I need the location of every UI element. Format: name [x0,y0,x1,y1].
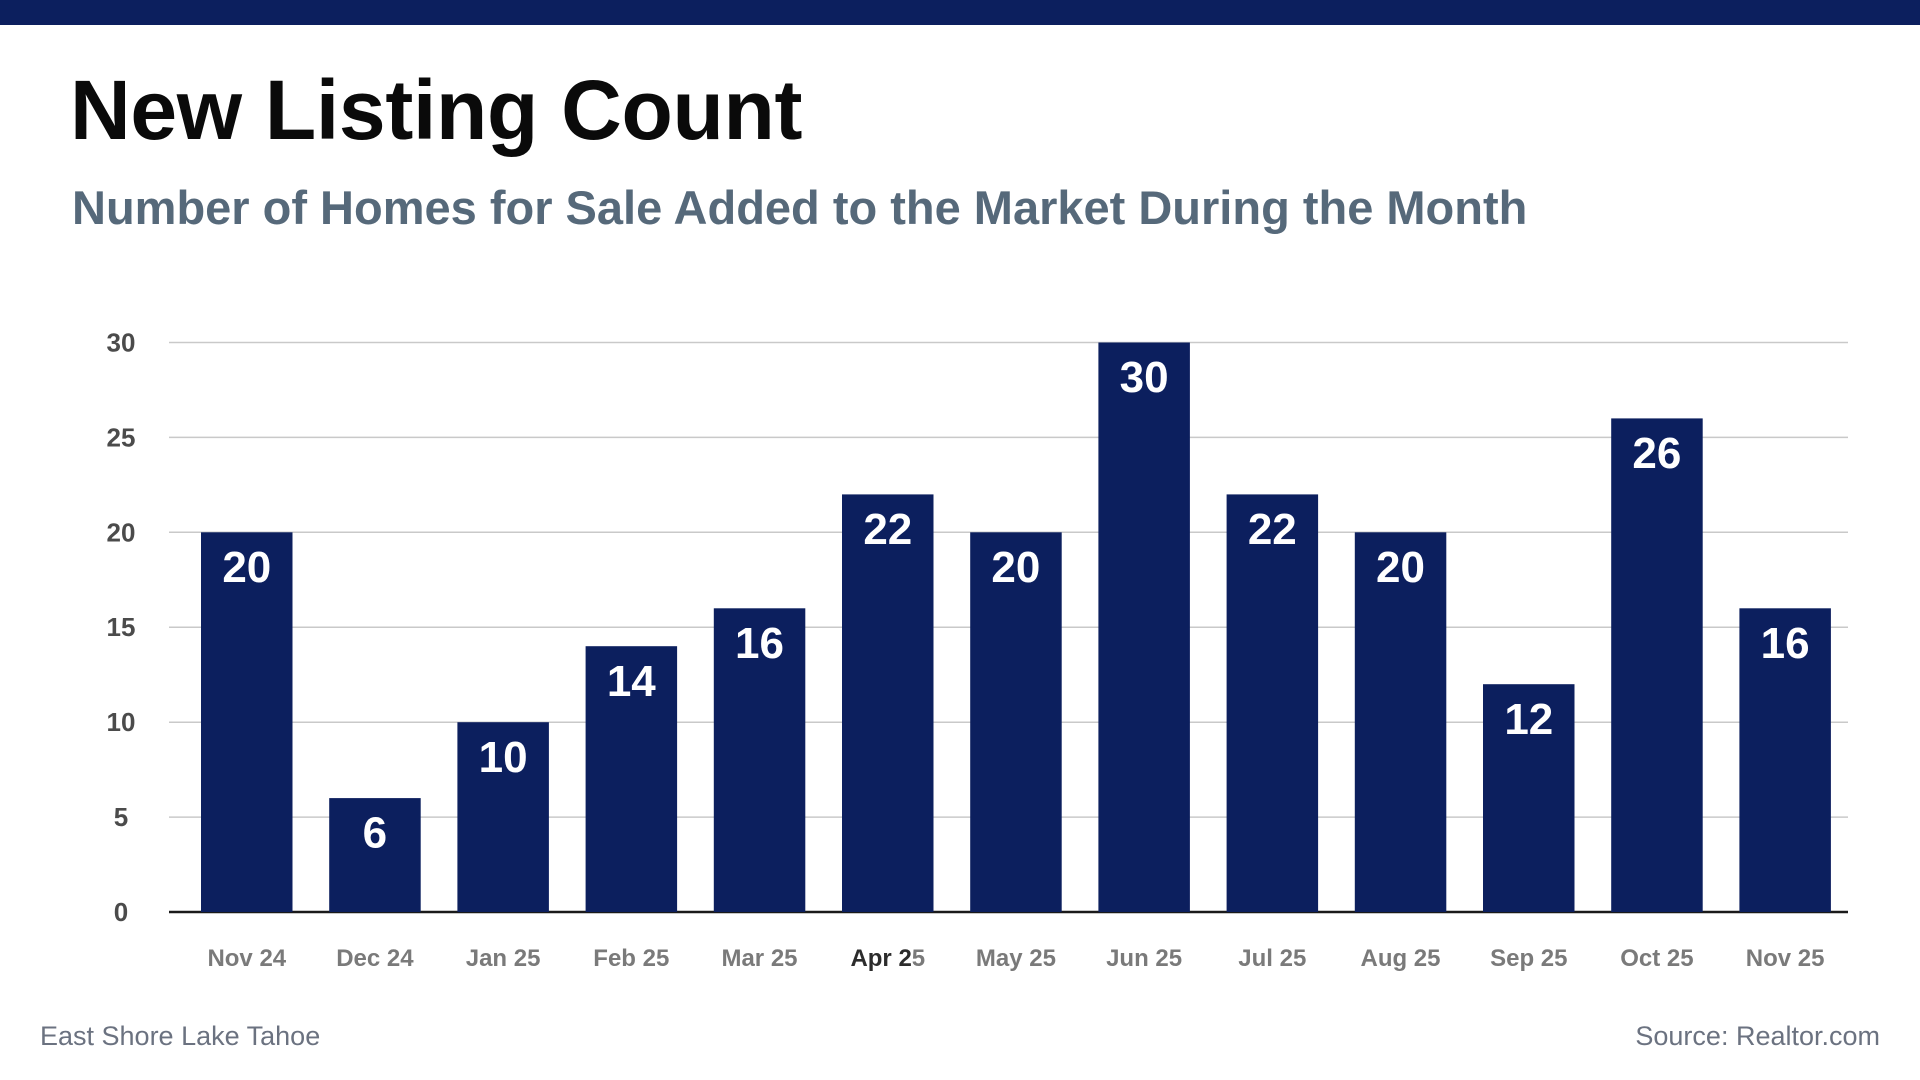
svg-text:Aug 25: Aug 25 [1360,945,1440,972]
svg-text:22: 22 [1248,505,1297,554]
svg-text:Oct 25: Oct 25 [1620,945,1693,972]
svg-text:30: 30 [1120,353,1169,402]
svg-text:22: 22 [863,505,912,554]
svg-text:6: 6 [363,809,387,858]
svg-text:Mar 25: Mar 25 [721,945,797,972]
svg-text:16: 16 [1761,619,1810,668]
svg-text:Feb 25: Feb 25 [593,945,669,972]
svg-text:30: 30 [107,328,136,358]
svg-text:20: 20 [1376,543,1425,592]
svg-text:15: 15 [107,612,136,642]
svg-text:26: 26 [1632,429,1681,478]
svg-text:14: 14 [607,657,656,706]
svg-text:10: 10 [107,707,136,737]
svg-text:20: 20 [107,517,136,547]
svg-text:20: 20 [991,543,1040,592]
svg-text:25: 25 [107,422,136,452]
svg-text:Jul 25: Jul 25 [1238,945,1306,972]
svg-text:Apr 25: Apr 25 [850,945,925,972]
svg-text:Jan 25: Jan 25 [466,945,541,972]
svg-text:May 25: May 25 [976,945,1056,972]
svg-text:Nov 24: Nov 24 [207,945,286,972]
svg-text:Sep 25: Sep 25 [1490,945,1567,972]
svg-text:Nov 25: Nov 25 [1746,945,1825,972]
svg-text:16: 16 [735,619,784,668]
svg-text:Jun 25: Jun 25 [1106,945,1182,972]
svg-text:20: 20 [222,543,271,592]
svg-text:0: 0 [114,897,128,927]
svg-text:12: 12 [1504,695,1553,744]
svg-text:Dec 24: Dec 24 [336,945,414,972]
svg-text:5: 5 [114,802,128,832]
svg-text:10: 10 [479,733,528,782]
